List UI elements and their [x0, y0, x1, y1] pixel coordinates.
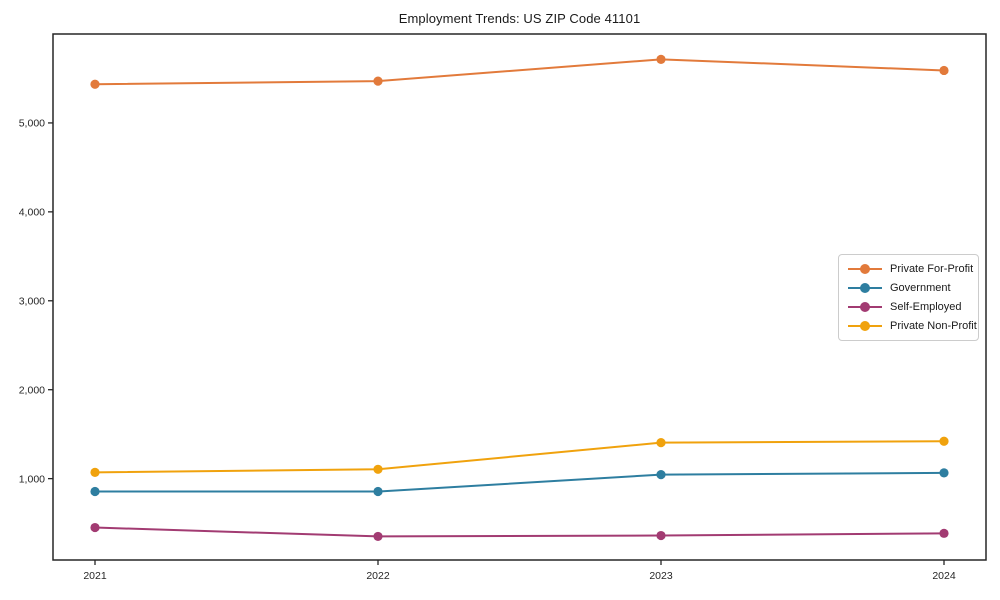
data-point-government-2023 — [656, 470, 666, 480]
y-tick-label: 2,000 — [19, 385, 45, 397]
data-point-self-employed-2024 — [939, 528, 949, 538]
x-tick-label: 2023 — [649, 570, 673, 582]
legend-label: Private Non-Profit — [890, 319, 977, 332]
chart-title: Employment Trends: US ZIP Code 41101 — [398, 11, 641, 26]
legend-marker-icon — [848, 264, 882, 275]
data-point-self-employed-2022 — [373, 531, 383, 542]
data-point-private-for-profit-2022 — [373, 76, 383, 86]
line-series-government — [94, 471, 945, 493]
x-tick-label: 2021 — [83, 570, 107, 582]
data-point-self-employed-2023 — [656, 530, 666, 541]
data-point-government-2022 — [373, 486, 383, 497]
x-tick-label: 2022 — [366, 570, 390, 582]
legend-label: Government — [890, 282, 951, 295]
legend-item-self-employed: Self-Employed — [847, 298, 970, 317]
legend-label: Self-Employed — [890, 300, 962, 313]
y-tick-label: 3,000 — [19, 296, 45, 308]
data-point-private-for-profit-2021 — [90, 79, 100, 89]
x-tick-label: 2024 — [932, 570, 956, 582]
legend-item-government: Government — [847, 279, 970, 298]
y-tick-label: 1,000 — [19, 473, 45, 485]
data-point-private-for-profit-2024 — [939, 65, 949, 76]
legend: Private For-Profit Government Self-Employe… — [838, 254, 979, 341]
y-tick-label: 4,000 — [19, 207, 45, 219]
plot-border — [52, 33, 987, 561]
line-series-self-employed — [94, 526, 945, 538]
data-point-self-employed-2021 — [90, 522, 100, 533]
data-point-private-non-profit-2023 — [656, 438, 666, 448]
line-series-private-non-profit — [94, 440, 945, 474]
legend-marker-icon — [848, 320, 882, 331]
data-point-private-non-profit-2021 — [90, 467, 100, 478]
data-point-government-2021 — [90, 486, 100, 497]
data-point-private-non-profit-2024 — [939, 436, 949, 446]
data-point-private-for-profit-2023 — [656, 54, 666, 64]
legend-item-private-for-profit: Private For-Profit — [847, 260, 974, 279]
legend-label: Private For-Profit — [890, 263, 974, 276]
data-point-private-non-profit-2022 — [373, 464, 383, 474]
data-point-government-2024 — [939, 468, 949, 478]
legend-item-private-non-profit: Private Non-Profit — [847, 316, 977, 335]
legend-marker-icon — [848, 283, 882, 294]
y-tick-label: 5,000 — [19, 118, 45, 130]
legend-marker-icon — [848, 301, 882, 312]
line-series-private-for-profit — [94, 58, 945, 86]
